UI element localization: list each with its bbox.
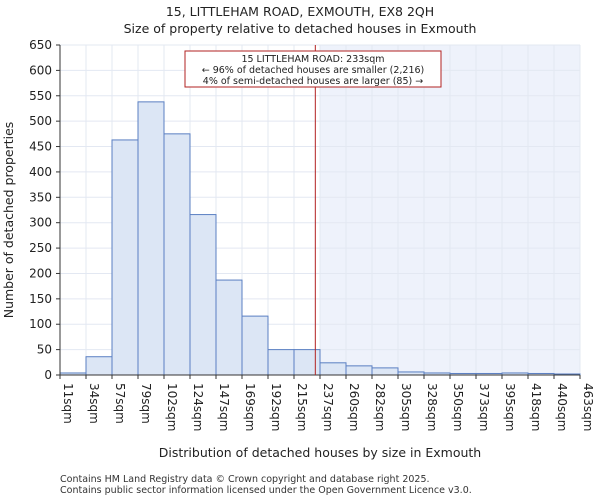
y-tick-label: 650 — [29, 38, 52, 52]
y-axis-label: Number of detached properties — [1, 122, 16, 319]
x-tick-label: 350sqm — [451, 383, 465, 431]
y-tick-label: 0 — [44, 368, 52, 382]
x-tick-label: 237sqm — [321, 383, 335, 431]
histogram-bar — [163, 133, 191, 376]
chart-subtitle: Size of property relative to detached ho… — [123, 21, 477, 36]
x-tick-label: 192sqm — [269, 383, 283, 431]
histogram-bar — [111, 139, 139, 376]
y-tick-label: 450 — [29, 140, 52, 154]
histogram-chart: 0 50 100 150 200 250 300 350 400 450 500 550 600 650 1… — [1, 38, 595, 460]
footer-licence: Contains public sector information licen… — [60, 485, 472, 496]
y-tick-label: 600 — [29, 63, 52, 77]
x-tick-label: 305sqm — [399, 383, 413, 431]
x-tick-label: 418sqm — [529, 383, 543, 431]
y-tick-label: 500 — [29, 114, 52, 128]
chart-title: 15, LITTLEHAM ROAD, EXMOUTH, EX8 2QH — [165, 4, 435, 19]
histogram-bar — [345, 365, 373, 376]
histogram-bar — [371, 367, 399, 376]
x-tick-label: 260sqm — [347, 383, 361, 431]
histogram-bar — [85, 356, 113, 376]
x-axis-label: Distribution of detached houses by size … — [159, 445, 481, 460]
histogram-bar — [293, 349, 321, 376]
x-tick-label: 147sqm — [217, 383, 231, 431]
x-tick-label: 395sqm — [503, 383, 517, 431]
y-tick-label: 50 — [37, 343, 52, 357]
x-tick-label: 79sqm — [139, 383, 153, 424]
x-tick-label: 57sqm — [113, 383, 127, 424]
x-tick-label: 440sqm — [555, 383, 569, 431]
annotation-line-3: 4% of semi-detached houses are larger (8… — [203, 76, 423, 87]
y-tick-label: 550 — [29, 89, 52, 103]
x-tick-label: 124sqm — [191, 383, 205, 431]
y-tick-label: 350 — [29, 190, 52, 204]
histogram-bar — [189, 214, 217, 376]
x-tick-label: 215sqm — [295, 383, 309, 431]
histogram-bar — [319, 362, 347, 376]
x-tick-label: 169sqm — [243, 383, 257, 431]
histogram-bar — [215, 279, 243, 376]
histogram-bar — [137, 101, 165, 376]
y-tick-label: 150 — [29, 292, 52, 306]
y-tick-label: 200 — [29, 266, 52, 280]
x-tick-label: 463sqm — [581, 383, 595, 431]
x-tick-label: 328sqm — [425, 383, 439, 431]
y-tick-label: 100 — [29, 317, 52, 331]
x-tick-label: 11sqm — [61, 383, 75, 424]
annotation-box — [184, 50, 442, 88]
y-tick-label: 250 — [29, 241, 52, 255]
footer-copyright: Contains HM Land Registry data © Crown c… — [60, 474, 430, 485]
x-tick-label: 373sqm — [477, 383, 491, 431]
annotation-line-2: ← 96% of detached houses are smaller (2,… — [202, 65, 425, 76]
annotation-line-1: 15 LITTLEHAM ROAD: 233sqm — [241, 54, 384, 65]
x-tick-label: 282sqm — [373, 383, 387, 431]
y-tick-label: 400 — [29, 165, 52, 179]
x-tick-label: 34sqm — [87, 383, 101, 424]
histogram-bar — [241, 315, 269, 376]
x-tick-label: 102sqm — [165, 383, 179, 431]
y-tick-label: 300 — [29, 216, 52, 230]
histogram-bar — [267, 349, 295, 376]
